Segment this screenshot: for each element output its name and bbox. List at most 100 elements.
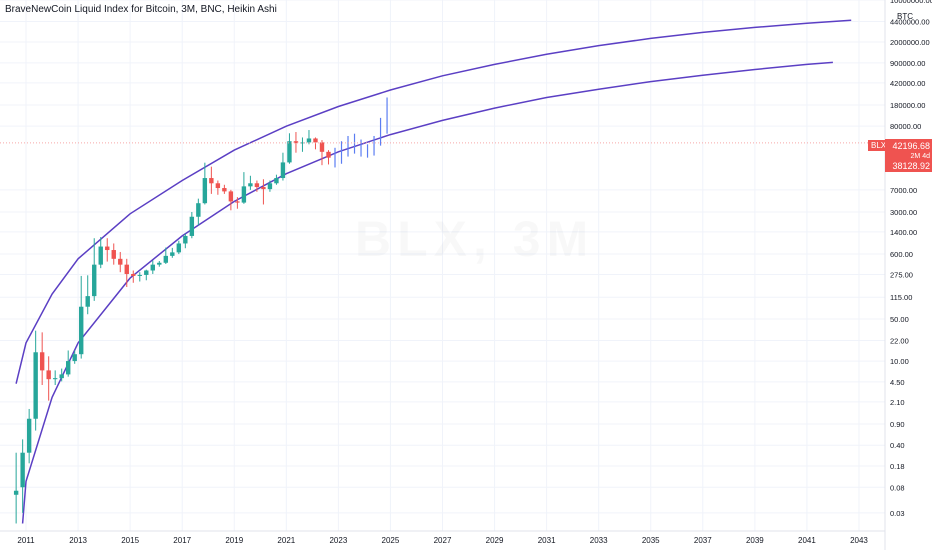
candle-body xyxy=(228,191,234,202)
time-tick-label: 2011 xyxy=(17,536,35,545)
price-tick-label: 4400000.00 xyxy=(890,17,930,26)
time-tick-label: 2023 xyxy=(329,536,347,545)
candle-body xyxy=(261,187,266,190)
candle-body xyxy=(319,142,325,152)
time-tick-label: 2043 xyxy=(850,536,868,545)
candle-body xyxy=(105,246,110,251)
candle-body xyxy=(150,264,155,271)
candle-body xyxy=(209,178,214,184)
price-tick-label: 1400.00 xyxy=(890,228,917,237)
candle-body xyxy=(85,296,90,307)
candle-body xyxy=(287,141,292,163)
prev-price-label: 38128.92 xyxy=(885,159,932,172)
candle-body xyxy=(326,151,331,158)
price-tick-label: 180000.00 xyxy=(890,101,925,110)
time-tick-label: 2041 xyxy=(798,536,816,545)
time-scale[interactable]: 2011 2013 2015 2017 2019 2021 2023 2025 2027 2029… xyxy=(17,536,868,545)
candle-body xyxy=(79,306,84,355)
candle-body xyxy=(111,250,116,259)
time-tick-label: 2021 xyxy=(277,536,295,545)
price-tick-label: 275.00 xyxy=(890,270,913,279)
price-tick-label: 0.18 xyxy=(890,462,905,471)
candle-body xyxy=(313,138,318,143)
candle-body xyxy=(189,216,195,236)
price-tick-label: 2000000.00 xyxy=(890,38,930,47)
candle-body xyxy=(59,374,64,379)
candle-body xyxy=(98,246,103,265)
price-tick-label: 50.00 xyxy=(890,315,909,324)
price-tick-label: 22.00 xyxy=(890,336,909,345)
candle-body xyxy=(176,243,182,253)
candle-body xyxy=(222,188,227,192)
price-tick-label: 900000.00 xyxy=(890,59,925,68)
candle-body xyxy=(163,255,169,263)
price-scale[interactable]: 0.03 0.08 0.18 0.40 0.90 2.10 4.50 10.00 22.00 50… xyxy=(890,0,932,518)
candle-body xyxy=(137,274,142,276)
time-tick-label: 2031 xyxy=(538,536,556,545)
price-tick-label: 0.08 xyxy=(890,483,905,492)
candle-body xyxy=(46,370,51,380)
time-tick-label: 2013 xyxy=(69,536,87,545)
time-tick-label: 2033 xyxy=(590,536,608,545)
price-tick-label: 4.50 xyxy=(890,378,905,387)
candle-body xyxy=(248,183,253,187)
price-tick-label: 0.90 xyxy=(890,420,905,429)
candle-body xyxy=(124,264,129,274)
time-tick-label: 2035 xyxy=(642,536,660,545)
log-regression-channel[interactable] xyxy=(15,19,852,524)
time-tick-label: 2027 xyxy=(434,536,452,545)
candle-body xyxy=(202,178,208,204)
candle-body xyxy=(300,142,305,144)
candle-body xyxy=(241,186,247,203)
candle-body xyxy=(235,201,240,203)
price-tick-label: 600.00 xyxy=(890,250,913,259)
time-tick-label: 2037 xyxy=(694,536,712,545)
candle-body xyxy=(92,264,97,297)
channel-upper-line xyxy=(15,19,852,384)
candle-body xyxy=(293,141,299,144)
bar-countdown: 2M 4d xyxy=(885,151,932,161)
last-price-label: 42196.68 xyxy=(885,139,932,152)
price-tick-label: 10.00 xyxy=(890,357,909,366)
price-tick-label: 7000.00 xyxy=(890,186,917,195)
symbol-watermark: BLX, 3M xyxy=(355,210,594,268)
time-tick-label: 2019 xyxy=(225,536,243,545)
candle-body xyxy=(52,378,58,380)
time-tick-label: 2017 xyxy=(173,536,191,545)
candle-body xyxy=(118,258,123,265)
candle-body xyxy=(280,162,286,179)
candle-body xyxy=(144,270,149,275)
candle-body xyxy=(33,352,38,419)
candle-body xyxy=(267,183,273,190)
candle-body xyxy=(306,138,312,143)
price-tick-label: 80000.00 xyxy=(890,122,921,131)
candle-body xyxy=(26,418,32,453)
price-tick-label: 10000000.00 xyxy=(890,0,932,5)
symbol-tag: BLX xyxy=(868,140,890,151)
candle-body xyxy=(157,262,162,265)
candles[interactable] xyxy=(13,130,331,524)
price-tick-label: 0.03 xyxy=(890,509,905,518)
price-tick-label: 115.00 xyxy=(890,293,912,302)
candle-body xyxy=(274,178,279,184)
candle-body xyxy=(254,183,260,188)
candle-body xyxy=(196,203,201,217)
chart-title: BraveNewCoin Liquid Index for Bitcoin, 3… xyxy=(5,4,277,15)
candle-body xyxy=(39,352,45,371)
candle-body xyxy=(72,354,77,362)
channel-lower-line xyxy=(21,61,833,524)
candle-body xyxy=(215,183,221,189)
candle-body xyxy=(170,252,175,256)
time-tick-label: 2015 xyxy=(121,536,139,545)
price-tick-label: 0.40 xyxy=(890,441,905,450)
time-tick-label: 2039 xyxy=(746,536,764,545)
projection-bars[interactable] xyxy=(334,97,388,168)
candle-body xyxy=(13,490,19,495)
candle-body xyxy=(131,273,136,276)
time-tick-label: 2025 xyxy=(382,536,400,545)
candle-body xyxy=(20,452,25,488)
time-tick-label: 2029 xyxy=(486,536,504,545)
candle-body xyxy=(183,235,188,244)
